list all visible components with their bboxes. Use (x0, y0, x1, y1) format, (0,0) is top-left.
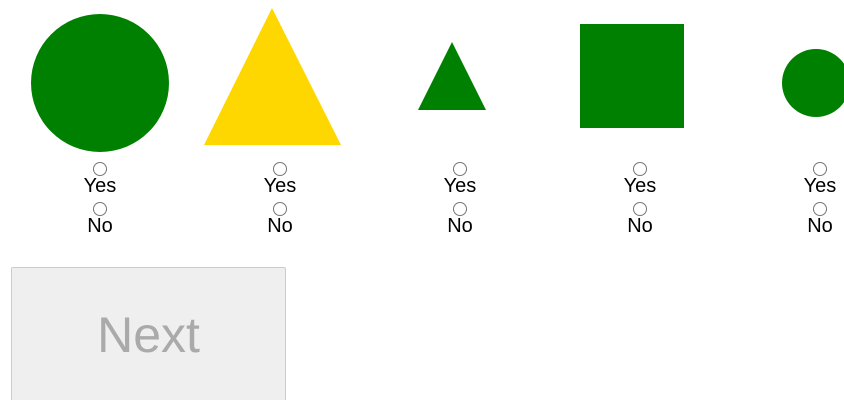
option-label: Yes (263, 175, 297, 197)
radio-button[interactable] (633, 202, 647, 216)
radio-button[interactable] (633, 162, 647, 176)
next-button[interactable]: Next (11, 267, 286, 400)
radio-button[interactable] (273, 162, 287, 176)
circle (31, 14, 169, 152)
option-label: No (807, 215, 833, 237)
option-label: No (87, 215, 113, 237)
option-label: No (447, 215, 473, 237)
radio-button[interactable] (453, 202, 467, 216)
option-label: Yes (623, 175, 657, 197)
option-group: Yes No (760, 162, 844, 242)
option-label: No (267, 215, 293, 237)
radio-button[interactable] (93, 162, 107, 176)
option-label: No (627, 215, 653, 237)
shapes (31, 8, 844, 152)
radio-button[interactable] (273, 202, 287, 216)
radio-button[interactable] (453, 162, 467, 176)
option-label: Yes (443, 175, 477, 197)
option-group: Yes No (40, 162, 160, 242)
radio-button[interactable] (813, 202, 827, 216)
option-group: Yes No (220, 162, 340, 242)
radio-button[interactable] (813, 162, 827, 176)
square (580, 24, 684, 128)
option-group: Yes No (400, 162, 520, 242)
triangle (204, 8, 341, 145)
triangle (418, 42, 486, 110)
circle (782, 49, 844, 117)
option-label: Yes (803, 175, 837, 197)
option-group: Yes No (580, 162, 700, 242)
radio-button[interactable] (93, 202, 107, 216)
option-label: Yes (83, 175, 117, 197)
